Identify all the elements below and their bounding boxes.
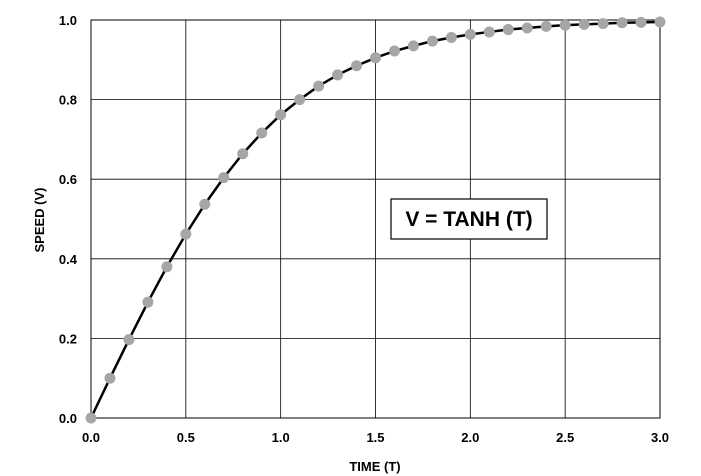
grid [90, 19, 661, 419]
x-tick-label: 2.0 [461, 430, 479, 445]
data-point [218, 172, 230, 184]
data-point [180, 228, 192, 240]
data-point [616, 17, 628, 29]
data-point [578, 18, 590, 30]
y-axis-label: SPEED (V) [32, 187, 47, 252]
data-point [142, 296, 154, 308]
data-point [313, 80, 325, 92]
annotation-text: V = TANH (T) [405, 208, 532, 231]
data-point [370, 52, 381, 64]
annotation-box: V = TANH (T) [390, 198, 548, 240]
data-point [540, 20, 552, 32]
x-tick-label: 1.5 [366, 430, 384, 445]
data-point [654, 16, 666, 28]
data-point [123, 334, 135, 346]
x-axis-label: TIME (T) [349, 459, 400, 474]
data-point [426, 35, 438, 47]
plot-area-frame [90, 19, 661, 419]
data-point [104, 372, 116, 384]
y-tick-label: 0.6 [59, 172, 77, 187]
data-point [294, 94, 306, 106]
data-point [483, 26, 495, 38]
data-point [237, 148, 249, 160]
x-tick-label: 3.0 [651, 430, 669, 445]
data-point [635, 16, 647, 28]
x-tick-label: 0.5 [177, 430, 195, 445]
y-tick-label: 0.8 [59, 93, 77, 108]
y-tick-label: 0.2 [59, 331, 77, 346]
annotation-border [390, 198, 548, 240]
data-point [445, 32, 457, 44]
data-point [332, 69, 344, 81]
x-axis-ticks: 0.0 0.5 1.0 1.5 2.0 2.5 3.0 [82, 430, 669, 445]
data-point [521, 22, 533, 34]
data-point [161, 261, 173, 273]
y-axis-ticks: 0.0 0.2 0.4 0.6 0.8 1.0 [59, 13, 78, 426]
y-tick-label: 1.0 [59, 13, 77, 28]
data-point [85, 412, 97, 424]
data-point [351, 60, 363, 72]
data-point [275, 109, 287, 121]
data-point [256, 127, 268, 139]
y-tick-label: 0.0 [59, 411, 77, 426]
data-point [559, 19, 571, 31]
data-point [464, 28, 476, 40]
x-tick-label: 2.5 [556, 430, 574, 445]
data-point [388, 45, 400, 57]
data-point [199, 198, 211, 210]
y-tick-label: 0.4 [59, 252, 78, 267]
data-point [597, 18, 609, 30]
x-tick-label: 1.0 [272, 430, 290, 445]
data-point [502, 24, 514, 36]
data-point [407, 40, 419, 52]
x-tick-label: 0.0 [82, 430, 100, 445]
series-layer [85, 16, 666, 424]
